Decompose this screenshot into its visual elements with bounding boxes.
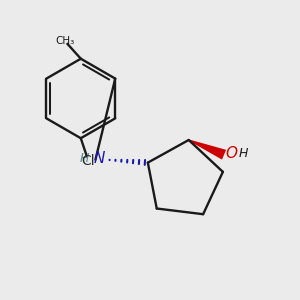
- Polygon shape: [188, 140, 226, 160]
- Text: H: H: [80, 152, 89, 165]
- Text: H: H: [238, 147, 248, 160]
- Text: CH₃: CH₃: [55, 36, 74, 46]
- Text: O: O: [225, 146, 237, 161]
- Text: N: N: [94, 151, 105, 166]
- Text: Cl: Cl: [81, 154, 95, 168]
